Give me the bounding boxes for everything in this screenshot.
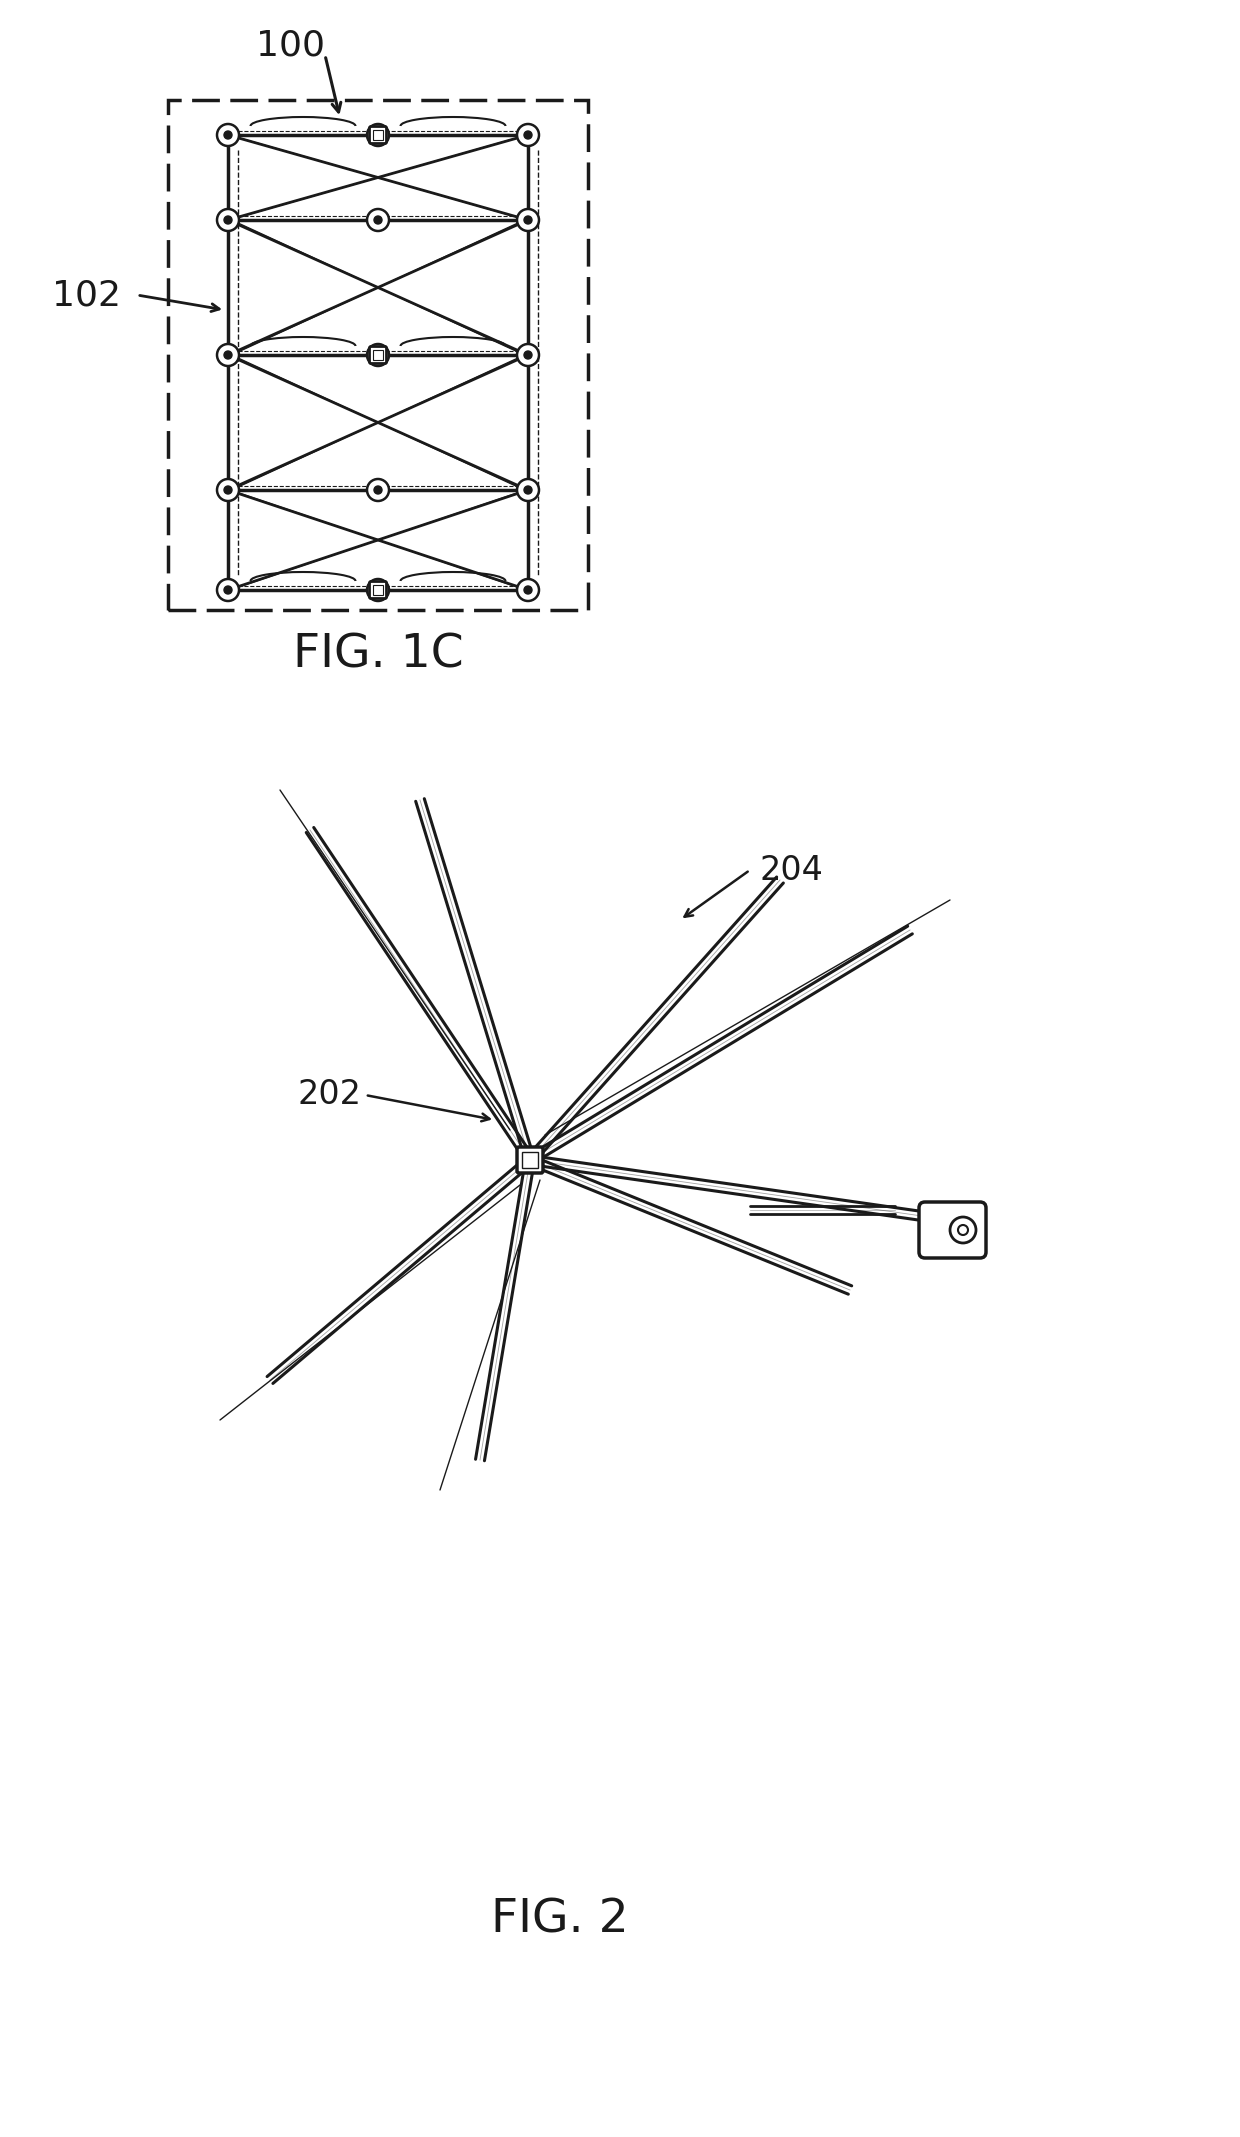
Bar: [522, 1152, 538, 1169]
Circle shape: [525, 130, 532, 139]
Circle shape: [217, 579, 239, 600]
Circle shape: [525, 350, 532, 359]
Text: FIG. 1C: FIG. 1C: [293, 633, 464, 677]
Circle shape: [525, 485, 532, 494]
Circle shape: [374, 130, 382, 139]
Circle shape: [374, 216, 382, 224]
Circle shape: [217, 124, 239, 145]
Circle shape: [950, 1216, 976, 1244]
Circle shape: [224, 586, 232, 594]
Circle shape: [374, 586, 382, 594]
Circle shape: [224, 130, 232, 139]
Text: 102: 102: [52, 278, 122, 312]
Circle shape: [517, 124, 539, 145]
FancyBboxPatch shape: [517, 1148, 543, 1173]
Circle shape: [224, 485, 232, 494]
Bar: [373, 586, 383, 594]
FancyBboxPatch shape: [370, 581, 387, 598]
Circle shape: [217, 479, 239, 500]
Circle shape: [374, 485, 382, 494]
Circle shape: [517, 209, 539, 231]
Circle shape: [217, 344, 239, 365]
FancyBboxPatch shape: [919, 1201, 986, 1259]
Circle shape: [374, 350, 382, 359]
Text: 100: 100: [255, 28, 325, 62]
Text: 204: 204: [760, 853, 823, 887]
Circle shape: [217, 209, 239, 231]
Circle shape: [367, 209, 389, 231]
Bar: [167, 100, 588, 609]
Circle shape: [224, 216, 232, 224]
Circle shape: [367, 579, 389, 600]
Text: 202: 202: [298, 1079, 362, 1111]
FancyBboxPatch shape: [370, 346, 387, 363]
Circle shape: [517, 579, 539, 600]
FancyBboxPatch shape: [370, 126, 387, 143]
Circle shape: [367, 344, 389, 365]
Circle shape: [517, 344, 539, 365]
Circle shape: [525, 216, 532, 224]
Circle shape: [367, 479, 389, 500]
Text: FIG. 2: FIG. 2: [491, 1898, 629, 1943]
Bar: [373, 350, 383, 359]
Circle shape: [517, 479, 539, 500]
Circle shape: [525, 586, 532, 594]
Bar: [373, 130, 383, 141]
Circle shape: [367, 124, 389, 145]
Circle shape: [224, 350, 232, 359]
